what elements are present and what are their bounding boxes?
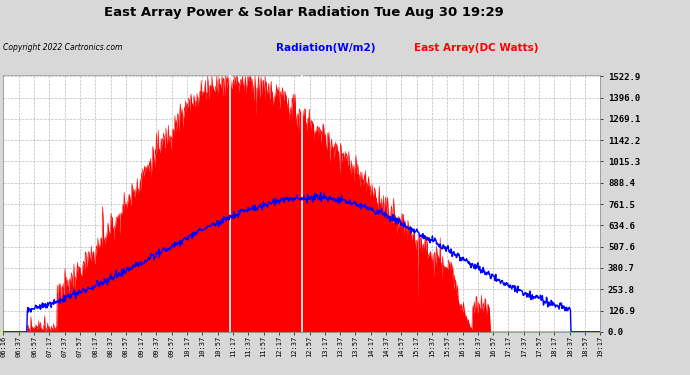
Text: East Array(DC Watts): East Array(DC Watts) bbox=[414, 43, 538, 53]
Text: Copyright 2022 Cartronics.com: Copyright 2022 Cartronics.com bbox=[3, 43, 123, 52]
Text: East Array Power & Solar Radiation Tue Aug 30 19:29: East Array Power & Solar Radiation Tue A… bbox=[104, 6, 504, 19]
Text: Radiation(W/m2): Radiation(W/m2) bbox=[276, 43, 375, 53]
